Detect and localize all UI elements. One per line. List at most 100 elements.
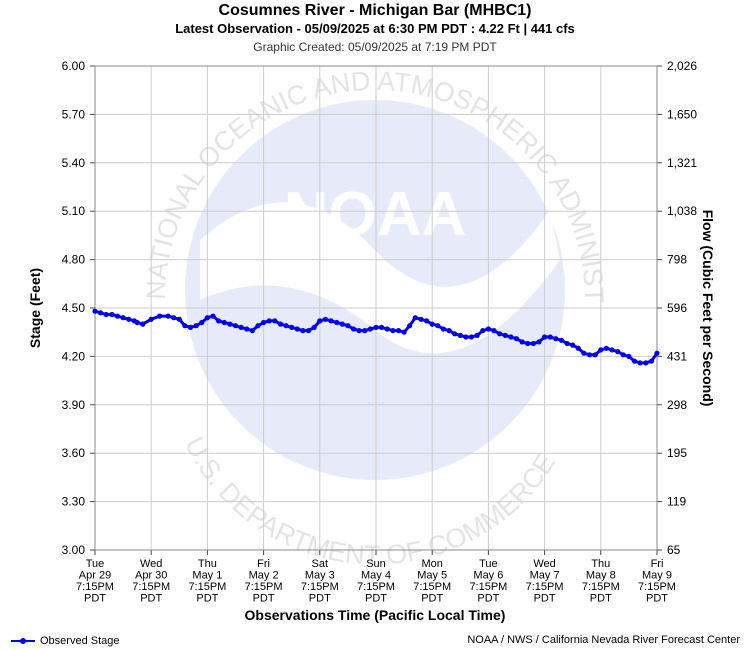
observed-stage-point xyxy=(306,328,312,334)
observed-stage-point xyxy=(553,336,559,342)
observed-stage-point xyxy=(497,331,503,337)
x-tick-label: Fri May 9 7:15PM PDT xyxy=(638,558,676,605)
x-tick-label: Tue May 6 7:15PM PDT xyxy=(469,558,507,605)
observed-stage-point xyxy=(519,339,525,345)
chart-grid xyxy=(90,65,662,555)
observed-stage-point xyxy=(140,321,146,327)
observed-stage-point xyxy=(463,334,469,340)
observed-stage-point xyxy=(182,323,188,329)
observed-stage-point xyxy=(98,310,104,316)
observed-stage-point xyxy=(474,332,480,338)
noaa-logo-bird xyxy=(200,202,560,354)
observed-stage-point xyxy=(390,328,396,334)
graphic-created: Graphic Created: 05/09/2025 at 7:19 PM P… xyxy=(253,40,497,54)
legend: Observed Stage xyxy=(10,635,120,647)
observed-stage-point xyxy=(609,347,615,353)
y2-tick-label: 65 xyxy=(667,543,681,557)
observed-stage-point xyxy=(508,334,514,340)
x-tick-label: Mon May 5 7:15PM PDT xyxy=(413,558,451,605)
y2-tick-label: 798 xyxy=(667,253,687,267)
observed-stage-point xyxy=(311,324,317,330)
footer-credit: NOAA / NWS / California Nevada River For… xyxy=(467,634,740,646)
observed-stage-point xyxy=(216,318,222,324)
y-tick-label: 5.10 xyxy=(62,204,86,218)
observed-stage-point xyxy=(626,353,632,359)
observed-stage-point xyxy=(221,319,227,326)
observed-stage-point xyxy=(530,340,537,347)
observed-stage-point xyxy=(412,315,418,321)
observed-stage-point xyxy=(581,350,587,356)
observed-stage-point xyxy=(446,328,452,334)
observed-stage-point xyxy=(564,340,570,347)
observed-stage-point xyxy=(193,323,199,329)
y2-tick-label: 1,038 xyxy=(667,204,697,218)
observed-stage-point xyxy=(491,328,497,334)
observed-stage-point xyxy=(249,328,255,334)
y2-tick-label: 1,650 xyxy=(667,107,697,121)
observed-stage-point xyxy=(575,345,581,351)
observed-stage-point xyxy=(362,328,368,334)
legend-line-marker xyxy=(11,638,35,644)
y-tick-label: 5.70 xyxy=(62,107,86,121)
observed-stage-point xyxy=(322,316,328,322)
observed-stage-point xyxy=(157,313,163,319)
y-tick-label: 3.00 xyxy=(62,543,86,557)
observed-stage-point xyxy=(356,328,362,334)
y2-tick-label: 119 xyxy=(667,495,686,509)
observed-stage-point xyxy=(373,324,379,330)
x-tick-label: Thu May 1 7:15PM PDT xyxy=(188,558,226,605)
observed-stage-point xyxy=(457,332,463,338)
legend-label: Observed Stage xyxy=(40,635,120,647)
y-axis-left-ticks: 3.00 3.30 3.60 3.90 4.20 4.50 4.80 5.10 5.40 5.70… xyxy=(62,59,86,557)
observed-stage-point xyxy=(547,334,553,340)
observed-stage-point xyxy=(266,318,272,324)
x-tick-label: Sat May 3 7:15PM PDT xyxy=(301,558,339,605)
x-tick-label: Wed May 7 7:15PM PDT xyxy=(526,558,564,605)
y-tick-label: 4.20 xyxy=(62,349,86,363)
y-axis-right-ticks: 65 119 195 298 431 596 798 1,038 1,321 1,650 2,026 xyxy=(667,59,697,557)
y-tick-label: 3.60 xyxy=(62,446,86,460)
observed-stage-point xyxy=(244,326,250,332)
x-axis-ticks: Tue Apr 29 7:15PM PDT Wed Apr 30 7:15PM PDT Thu M… xyxy=(76,558,676,605)
observed-stage-point xyxy=(328,318,334,324)
observed-stage-point xyxy=(429,321,435,327)
observed-stage-point xyxy=(103,311,109,318)
observed-stage-point xyxy=(148,316,154,322)
observed-stage-point xyxy=(525,340,531,347)
observed-stage-point xyxy=(648,358,655,364)
y-tick-label: 5.40 xyxy=(62,156,86,170)
observed-stage-point xyxy=(317,318,323,324)
observed-stage-point xyxy=(654,350,660,356)
observed-stage-point xyxy=(210,313,216,319)
observed-stage-line xyxy=(94,309,659,365)
observed-stage-point xyxy=(401,329,407,335)
observed-stage-point xyxy=(542,334,548,340)
y2-tick-label: 195 xyxy=(667,446,687,460)
x-tick-label: Sun May 4 7:15PM PDT xyxy=(357,558,395,605)
observed-stage-point xyxy=(637,360,643,366)
observed-stage-point xyxy=(171,315,177,321)
observed-stage-point xyxy=(468,334,475,340)
observed-stage-point xyxy=(176,316,182,322)
observed-stage-point xyxy=(367,326,373,332)
observed-stage-point xyxy=(238,324,244,330)
observed-stage-point xyxy=(294,326,300,332)
observed-stage-point xyxy=(615,349,621,355)
observed-stage-point xyxy=(536,339,542,345)
observed-stage-point xyxy=(165,313,171,319)
observed-stage-point xyxy=(485,326,491,332)
y2-tick-label: 596 xyxy=(667,301,687,315)
observed-stage-point xyxy=(92,308,98,314)
x-axis-label: Observations Time (Pacific Local Time) xyxy=(245,607,506,623)
y-axis-right-label: Flow (Cubic Feet per Second) xyxy=(700,210,716,407)
observed-stage-point xyxy=(232,323,239,329)
observed-stage-point xyxy=(114,313,121,319)
y-tick-label: 3.90 xyxy=(62,398,86,412)
observed-stage-point xyxy=(643,360,649,366)
observed-stage-point xyxy=(418,316,424,322)
observed-stage-point xyxy=(109,311,115,318)
observed-stage-point xyxy=(435,323,441,329)
plot-area-border xyxy=(94,65,658,551)
y2-tick-label: 431 xyxy=(667,349,687,363)
observed-stage-point xyxy=(502,332,508,338)
